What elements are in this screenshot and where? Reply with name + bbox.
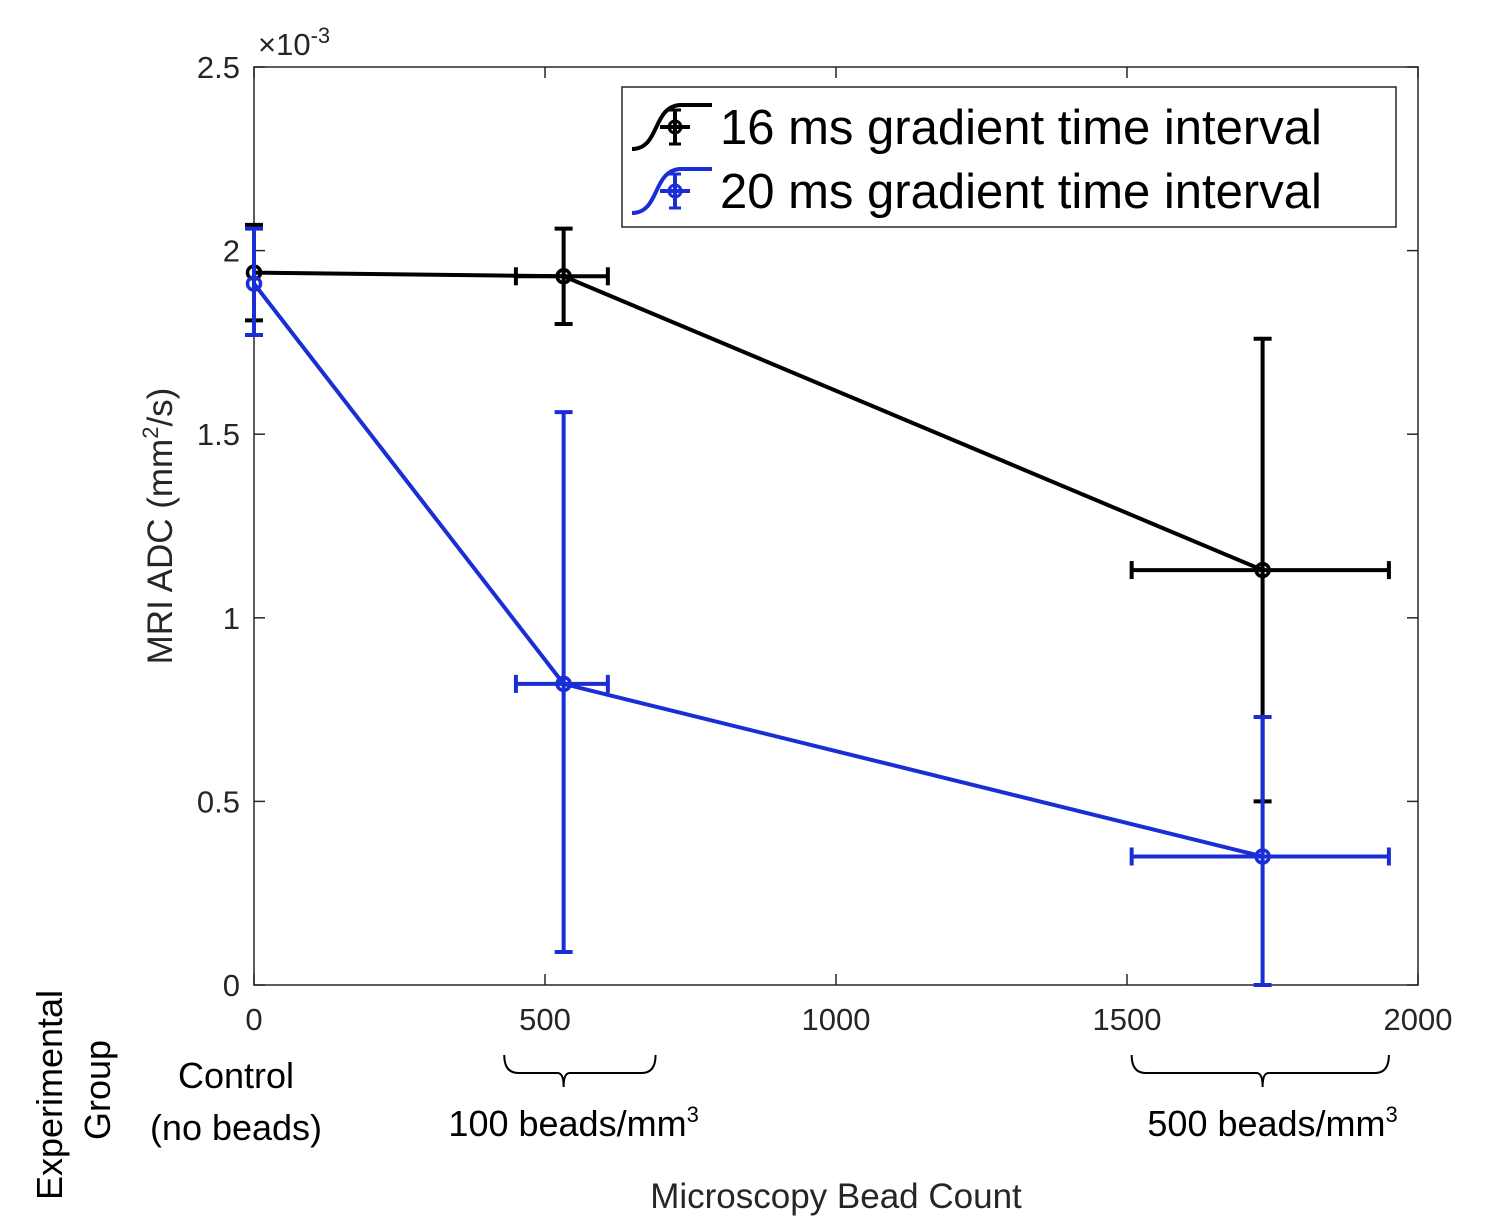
y-tick-label-4: 2 [223,234,240,269]
legend: 16 ms gradient time interval 20 ms gradie… [621,86,1397,228]
data-point [555,675,572,693]
legend-swatch-line [631,167,712,215]
x-tick-label-2: 1000 [802,1002,871,1037]
group-label: Control [178,1055,294,1096]
series-layer [245,222,1391,987]
data-point [245,275,263,292]
group-0: Control (no beads) [150,1055,322,1148]
y-tick-label-1: 0.5 [197,784,240,819]
x-tick-label-1: 500 [519,1002,571,1037]
group-label: 500 beads/mm3 [1147,1102,1397,1144]
y-tick-label-3: 1.5 [197,417,240,452]
experimental-groups: Experimental Group Control (no beads) 100 … [29,980,1398,1200]
y-exponent-label: ×10-3 [258,23,330,62]
group-label: 100 beads/mm3 [448,1102,698,1144]
y-tick-label-2: 1 [223,601,240,636]
data-point [555,268,572,285]
axis-tick-labels: 0 500 1000 1500 2000 0 0.5 1 1.5 2 2.5 [197,50,1453,1037]
legend-swatch-marker [667,119,683,135]
series-20ms [245,226,1391,987]
legend-swatch-line [631,103,712,151]
group-1: 100 beads/mm3 [448,1054,699,1144]
legend-box [621,86,1397,228]
x-tick-label-4: 2000 [1384,1002,1453,1037]
legend-entry-20ms: 20 ms gradient time interval [631,165,1322,219]
legend-swatch-marker [667,183,683,199]
legend-label: 20 ms gradient time interval [720,165,1322,219]
x-tick-label-3: 1500 [1093,1002,1162,1037]
group-2: 500 beads/mm3 [1130,1054,1398,1144]
group-bracket [1130,1054,1390,1088]
x-axis-title: Microscopy Bead Count [650,1177,1022,1216]
group-bracket [503,1054,657,1088]
legend-entry-16ms: 16 ms gradient time interval [631,101,1322,155]
x-tick-label-0: 0 [245,1002,262,1037]
axis-ticks [253,66,1419,986]
y-tick-label-0: 0 [223,968,240,1003]
group-label-line2: (no beads) [150,1107,322,1148]
experimental-group-title: Experimental Group [29,980,118,1200]
legend-label: 16 ms gradient time interval [720,101,1322,155]
data-point [1254,561,1271,579]
data-point [1254,848,1271,865]
y-tick-label-5: 2.5 [197,50,240,85]
y-axis-title: MRI ADC (mm2/s) [138,388,180,665]
